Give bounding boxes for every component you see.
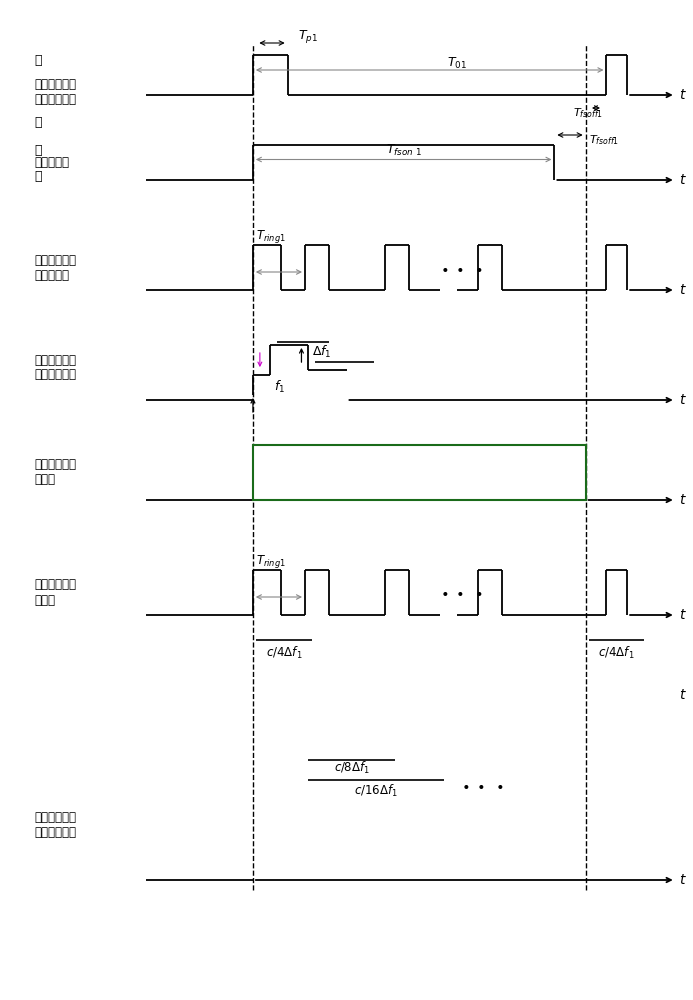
Text: $t$: $t$ [679,873,687,887]
Text: $T_{ring1}$: $T_{ring1}$ [256,229,286,245]
Text: $t$: $t$ [679,283,687,297]
Text: $c/8\Delta f_1$: $c/8\Delta f_1$ [334,760,369,776]
Text: $c/4\Delta f_1$: $c/4\Delta f_1$ [599,645,635,661]
Text: $\bullet\ \bullet\ \bullet$: $\bullet\ \bullet\ \bullet$ [461,778,504,792]
Text: 开: 开 [35,143,42,156]
Text: $c/4\Delta f_1$: $c/4\Delta f_1$ [266,645,302,661]
Text: 关: 关 [35,116,42,129]
Text: 第四光学延迟
线的相对位置: 第四光学延迟 线的相对位置 [35,811,77,839]
Text: $t$: $t$ [679,493,687,507]
Text: $t$: $t$ [679,688,687,702]
Text: 第二路光输出
的功率: 第二路光输出 的功率 [35,458,77,486]
Text: $T_{fsoff1}$: $T_{fsoff1}$ [573,106,603,120]
Text: 关: 关 [35,170,42,184]
Text: $T_{ring1}$: $T_{ring1}$ [256,554,286,570]
Text: $T_{fson\ 1}$: $T_{fson\ 1}$ [386,143,421,158]
Text: $t$: $t$ [679,393,687,407]
Bar [253,445,586,500]
Text: $c/16\Delta f_1$: $c/16\Delta f_1$ [354,783,398,799]
Text: $T_{p1}$: $T_{p1}$ [298,28,318,45]
Text: $f_1$: $f_1$ [274,379,285,395]
Text: $T_{fsoff1}$: $T_{fsoff1}$ [589,133,619,147]
Text: 第一移频器: 第一移频器 [35,156,70,169]
Text: $t$: $t$ [679,608,687,622]
Text: $\bullet\ \bullet\ \bullet$: $\bullet\ \bullet\ \bullet$ [440,261,483,275]
Text: $t$: $t$ [679,88,687,102]
Text: 第一光电探测
的电流: 第一光电探测 的电流 [35,578,77,606]
Text: 开: 开 [35,53,42,66]
Text: 第一路光经过
第一关开关后: 第一路光经过 第一关开关后 [35,78,77,106]
Text: 第三、四路光
输出的光频率: 第三、四路光 输出的光频率 [35,354,77,381]
Text: $\bullet\ \bullet\ \bullet$: $\bullet\ \bullet\ \bullet$ [440,585,483,599]
Text: $\Delta f_1$: $\Delta f_1$ [312,344,331,360]
Text: $T_{01}$: $T_{01}$ [448,55,467,71]
Text: 第三、四路光
输出的功率: 第三、四路光 输出的功率 [35,254,77,282]
Text: $t$: $t$ [679,173,687,187]
